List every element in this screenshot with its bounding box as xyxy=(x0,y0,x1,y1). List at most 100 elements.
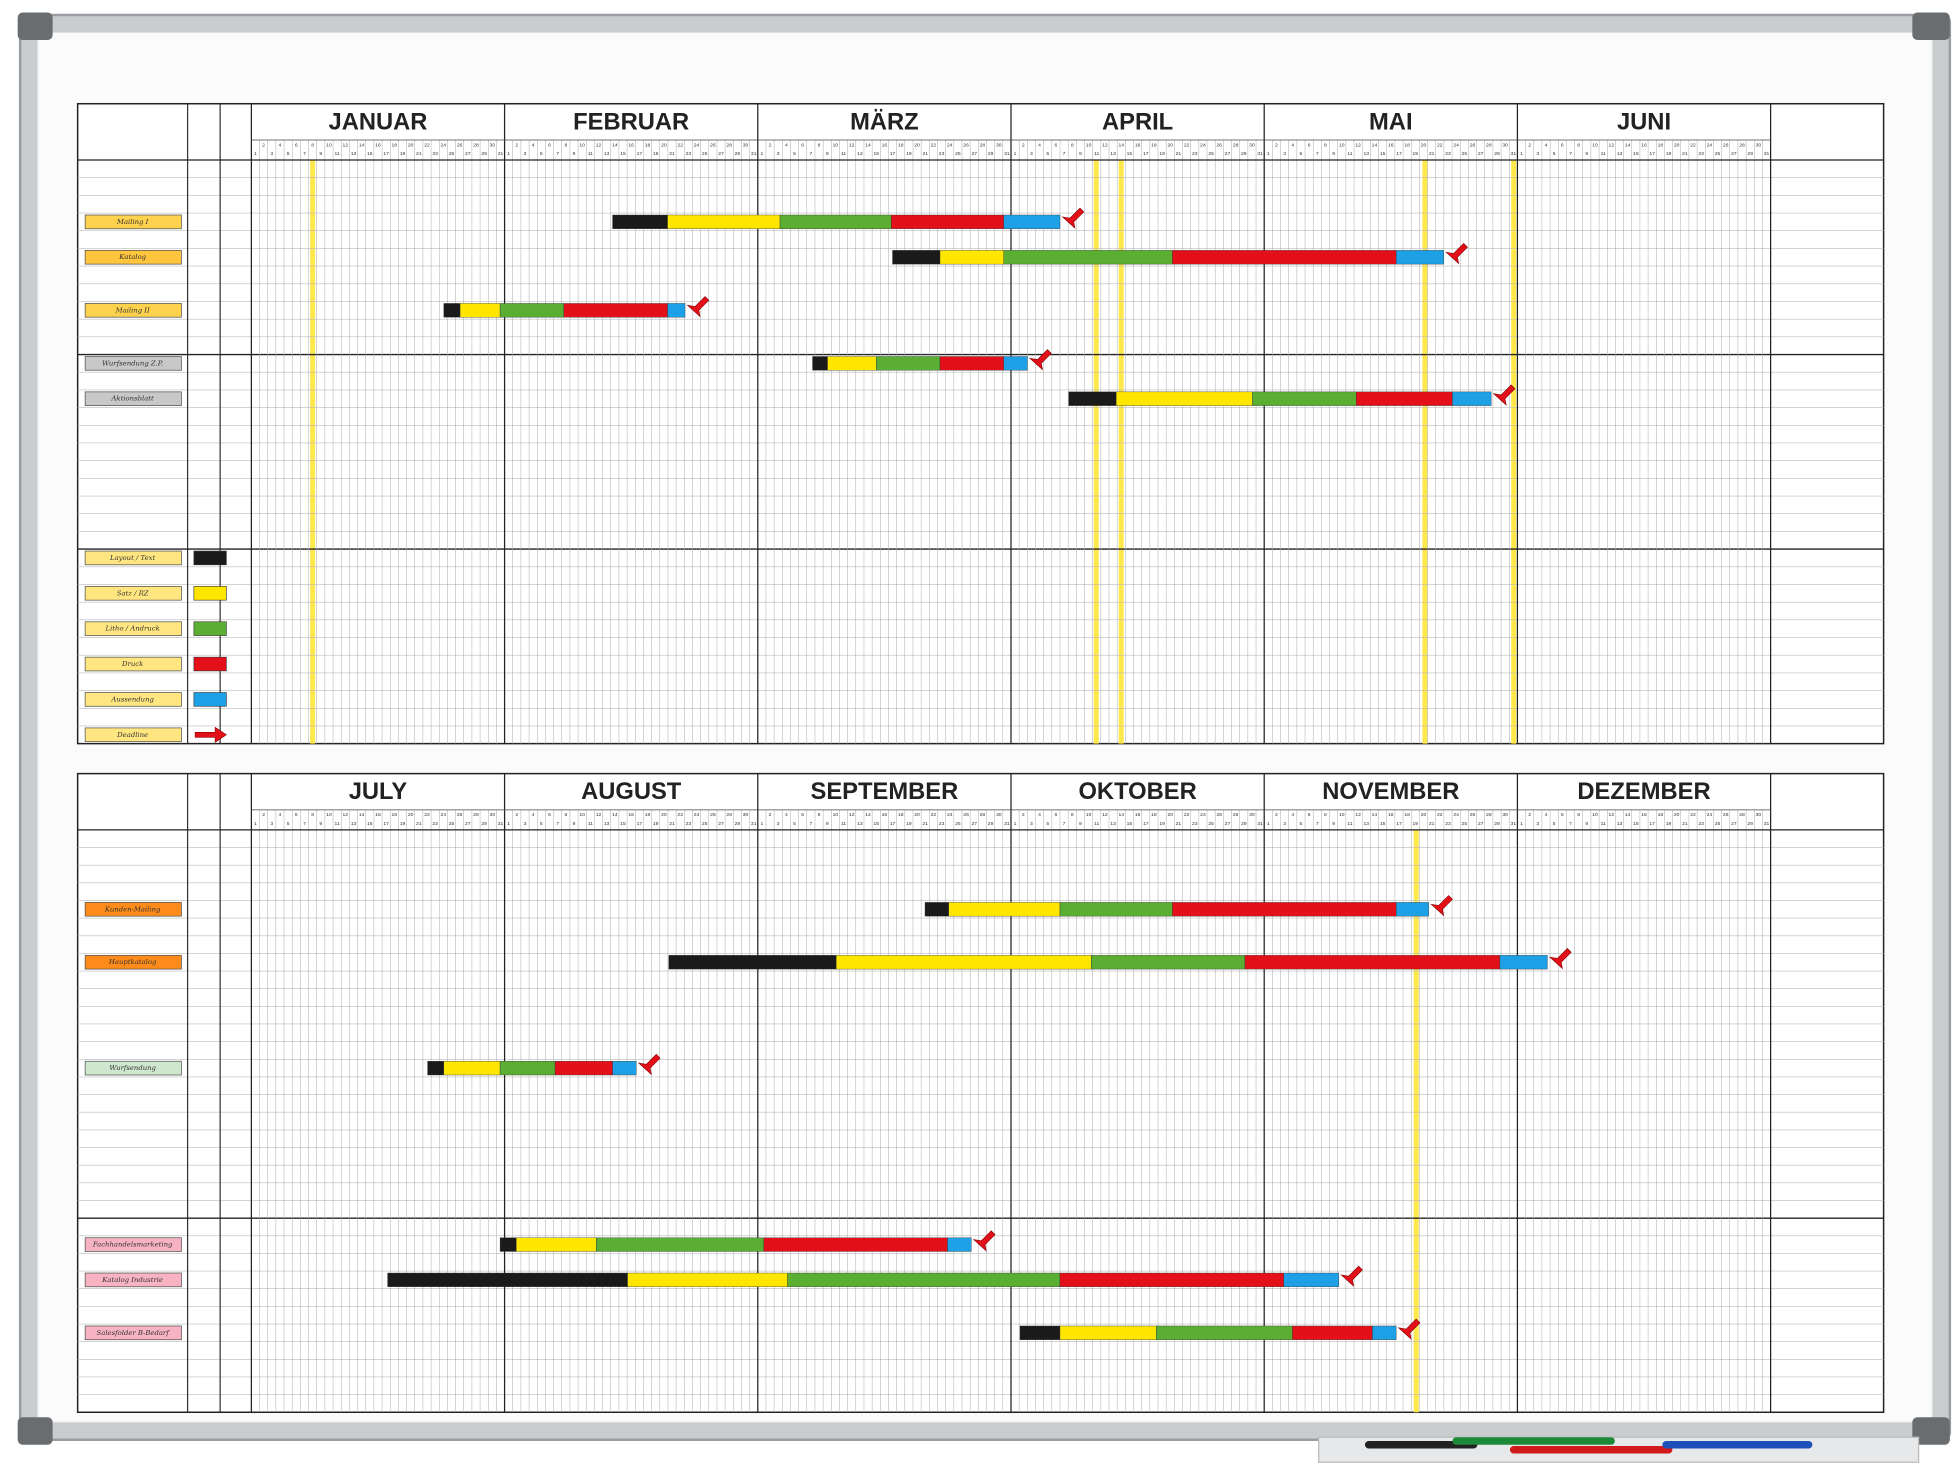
day-label: 28 xyxy=(980,142,986,148)
day-label: 10 xyxy=(1592,142,1598,148)
bar-segment xyxy=(836,955,1092,970)
day-label: 4 xyxy=(785,142,788,148)
legend-swatch xyxy=(193,586,227,601)
day-label: 12 xyxy=(1355,812,1361,818)
highlight-line xyxy=(1511,159,1517,744)
bar-segment xyxy=(939,356,1004,371)
bar-segment xyxy=(1156,1325,1293,1340)
day-label: 5 xyxy=(793,151,796,157)
day-label: 23 xyxy=(432,821,438,827)
day-label: 17 xyxy=(1396,151,1402,157)
day-label: 14 xyxy=(1372,142,1378,148)
deadline-arrow xyxy=(637,1053,661,1076)
highlight-line xyxy=(310,159,316,744)
bar-segment xyxy=(1068,391,1117,406)
day-label: 7 xyxy=(556,151,559,157)
bar-segment xyxy=(516,1237,597,1252)
day-label: 25 xyxy=(1715,151,1721,157)
task-label: Layout / Text xyxy=(109,554,155,562)
day-label: 25 xyxy=(1715,821,1721,827)
day-label: 18 xyxy=(645,142,651,148)
day-label: 15 xyxy=(620,821,626,827)
day-label: 23 xyxy=(686,821,692,827)
day-label: 15 xyxy=(367,821,373,827)
day-label: 16 xyxy=(1135,812,1141,818)
day-label: 26 xyxy=(963,812,969,818)
day-label: 6 xyxy=(1561,142,1564,148)
day-label: 13 xyxy=(604,151,610,157)
month-label: DEZEMBER xyxy=(1577,779,1710,805)
day-label: 24 xyxy=(1200,142,1206,148)
bar-segment xyxy=(812,356,828,371)
day-label: 25 xyxy=(1208,821,1214,827)
day-label: 10 xyxy=(1086,812,1092,818)
bar-segment xyxy=(939,250,1004,265)
bar-segment xyxy=(387,1272,628,1287)
day-label: 2 xyxy=(769,812,772,818)
day-label: 22 xyxy=(1437,142,1443,148)
day-label: 7 xyxy=(1316,821,1319,827)
day-label: 19 xyxy=(653,821,659,827)
day-label: 6 xyxy=(548,812,551,818)
day-label: 2 xyxy=(515,142,518,148)
day-label: 3 xyxy=(270,151,273,157)
day-label: 13 xyxy=(1364,821,1370,827)
day-label: 3 xyxy=(777,821,780,827)
day-label: 6 xyxy=(1561,812,1564,818)
day-label: 14 xyxy=(612,812,618,818)
deadline-arrow xyxy=(1430,895,1453,917)
month-label: JULY xyxy=(349,779,408,805)
day-label: 16 xyxy=(1388,142,1394,148)
day-label: 13 xyxy=(1110,151,1116,157)
day-label: 16 xyxy=(628,812,634,818)
day-label: 10 xyxy=(833,142,839,148)
label-tag xyxy=(84,621,182,636)
day-label: 14 xyxy=(1372,812,1378,818)
day-label: 2 xyxy=(515,812,518,818)
label-tag xyxy=(84,303,182,318)
day-label: 31 xyxy=(1764,151,1770,157)
day-label: 23 xyxy=(1192,821,1198,827)
day-label: 26 xyxy=(710,142,716,148)
day-label: 18 xyxy=(898,142,904,148)
day-label: 21 xyxy=(1429,821,1435,827)
day-label: 22 xyxy=(1437,812,1443,818)
day-label: 16 xyxy=(1135,142,1141,148)
marker xyxy=(1452,1437,1615,1445)
corner xyxy=(1912,1417,1950,1445)
day-label: 5 xyxy=(793,821,796,827)
day-label: 17 xyxy=(637,151,643,157)
day-label: 29 xyxy=(481,151,487,157)
day-label: 31 xyxy=(1511,821,1517,827)
day-label: 26 xyxy=(963,142,969,148)
marker xyxy=(1662,1441,1813,1449)
day-label: 19 xyxy=(906,821,912,827)
day-label: 12 xyxy=(849,142,855,148)
day-label: 23 xyxy=(1698,821,1704,827)
day-label: 23 xyxy=(1445,821,1451,827)
day-label: 28 xyxy=(1486,812,1492,818)
day-label: 21 xyxy=(1176,821,1182,827)
marker xyxy=(1509,1446,1673,1454)
day-label: 21 xyxy=(1429,151,1435,157)
day-label: 11 xyxy=(588,151,593,157)
bar-segment xyxy=(891,214,1004,229)
day-label: 19 xyxy=(1159,151,1165,157)
day-label: 2 xyxy=(1528,142,1531,148)
day-label: 3 xyxy=(1283,151,1286,157)
day-label: 17 xyxy=(890,821,896,827)
day-label: 13 xyxy=(351,821,357,827)
label-tag xyxy=(84,727,182,743)
day-label: 21 xyxy=(1682,821,1688,827)
highlight-line xyxy=(1093,159,1099,744)
day-label: 25 xyxy=(449,821,455,827)
day-label: 2 xyxy=(1022,812,1025,818)
bar-segment xyxy=(1372,1325,1397,1340)
day-label: 13 xyxy=(1617,821,1623,827)
day-label: 25 xyxy=(1462,151,1468,157)
day-label: 29 xyxy=(1494,821,1500,827)
bar-segment xyxy=(667,303,686,318)
bar-segment xyxy=(499,1061,556,1076)
day-label: 17 xyxy=(383,151,389,157)
day-label: 11 xyxy=(1601,151,1606,157)
